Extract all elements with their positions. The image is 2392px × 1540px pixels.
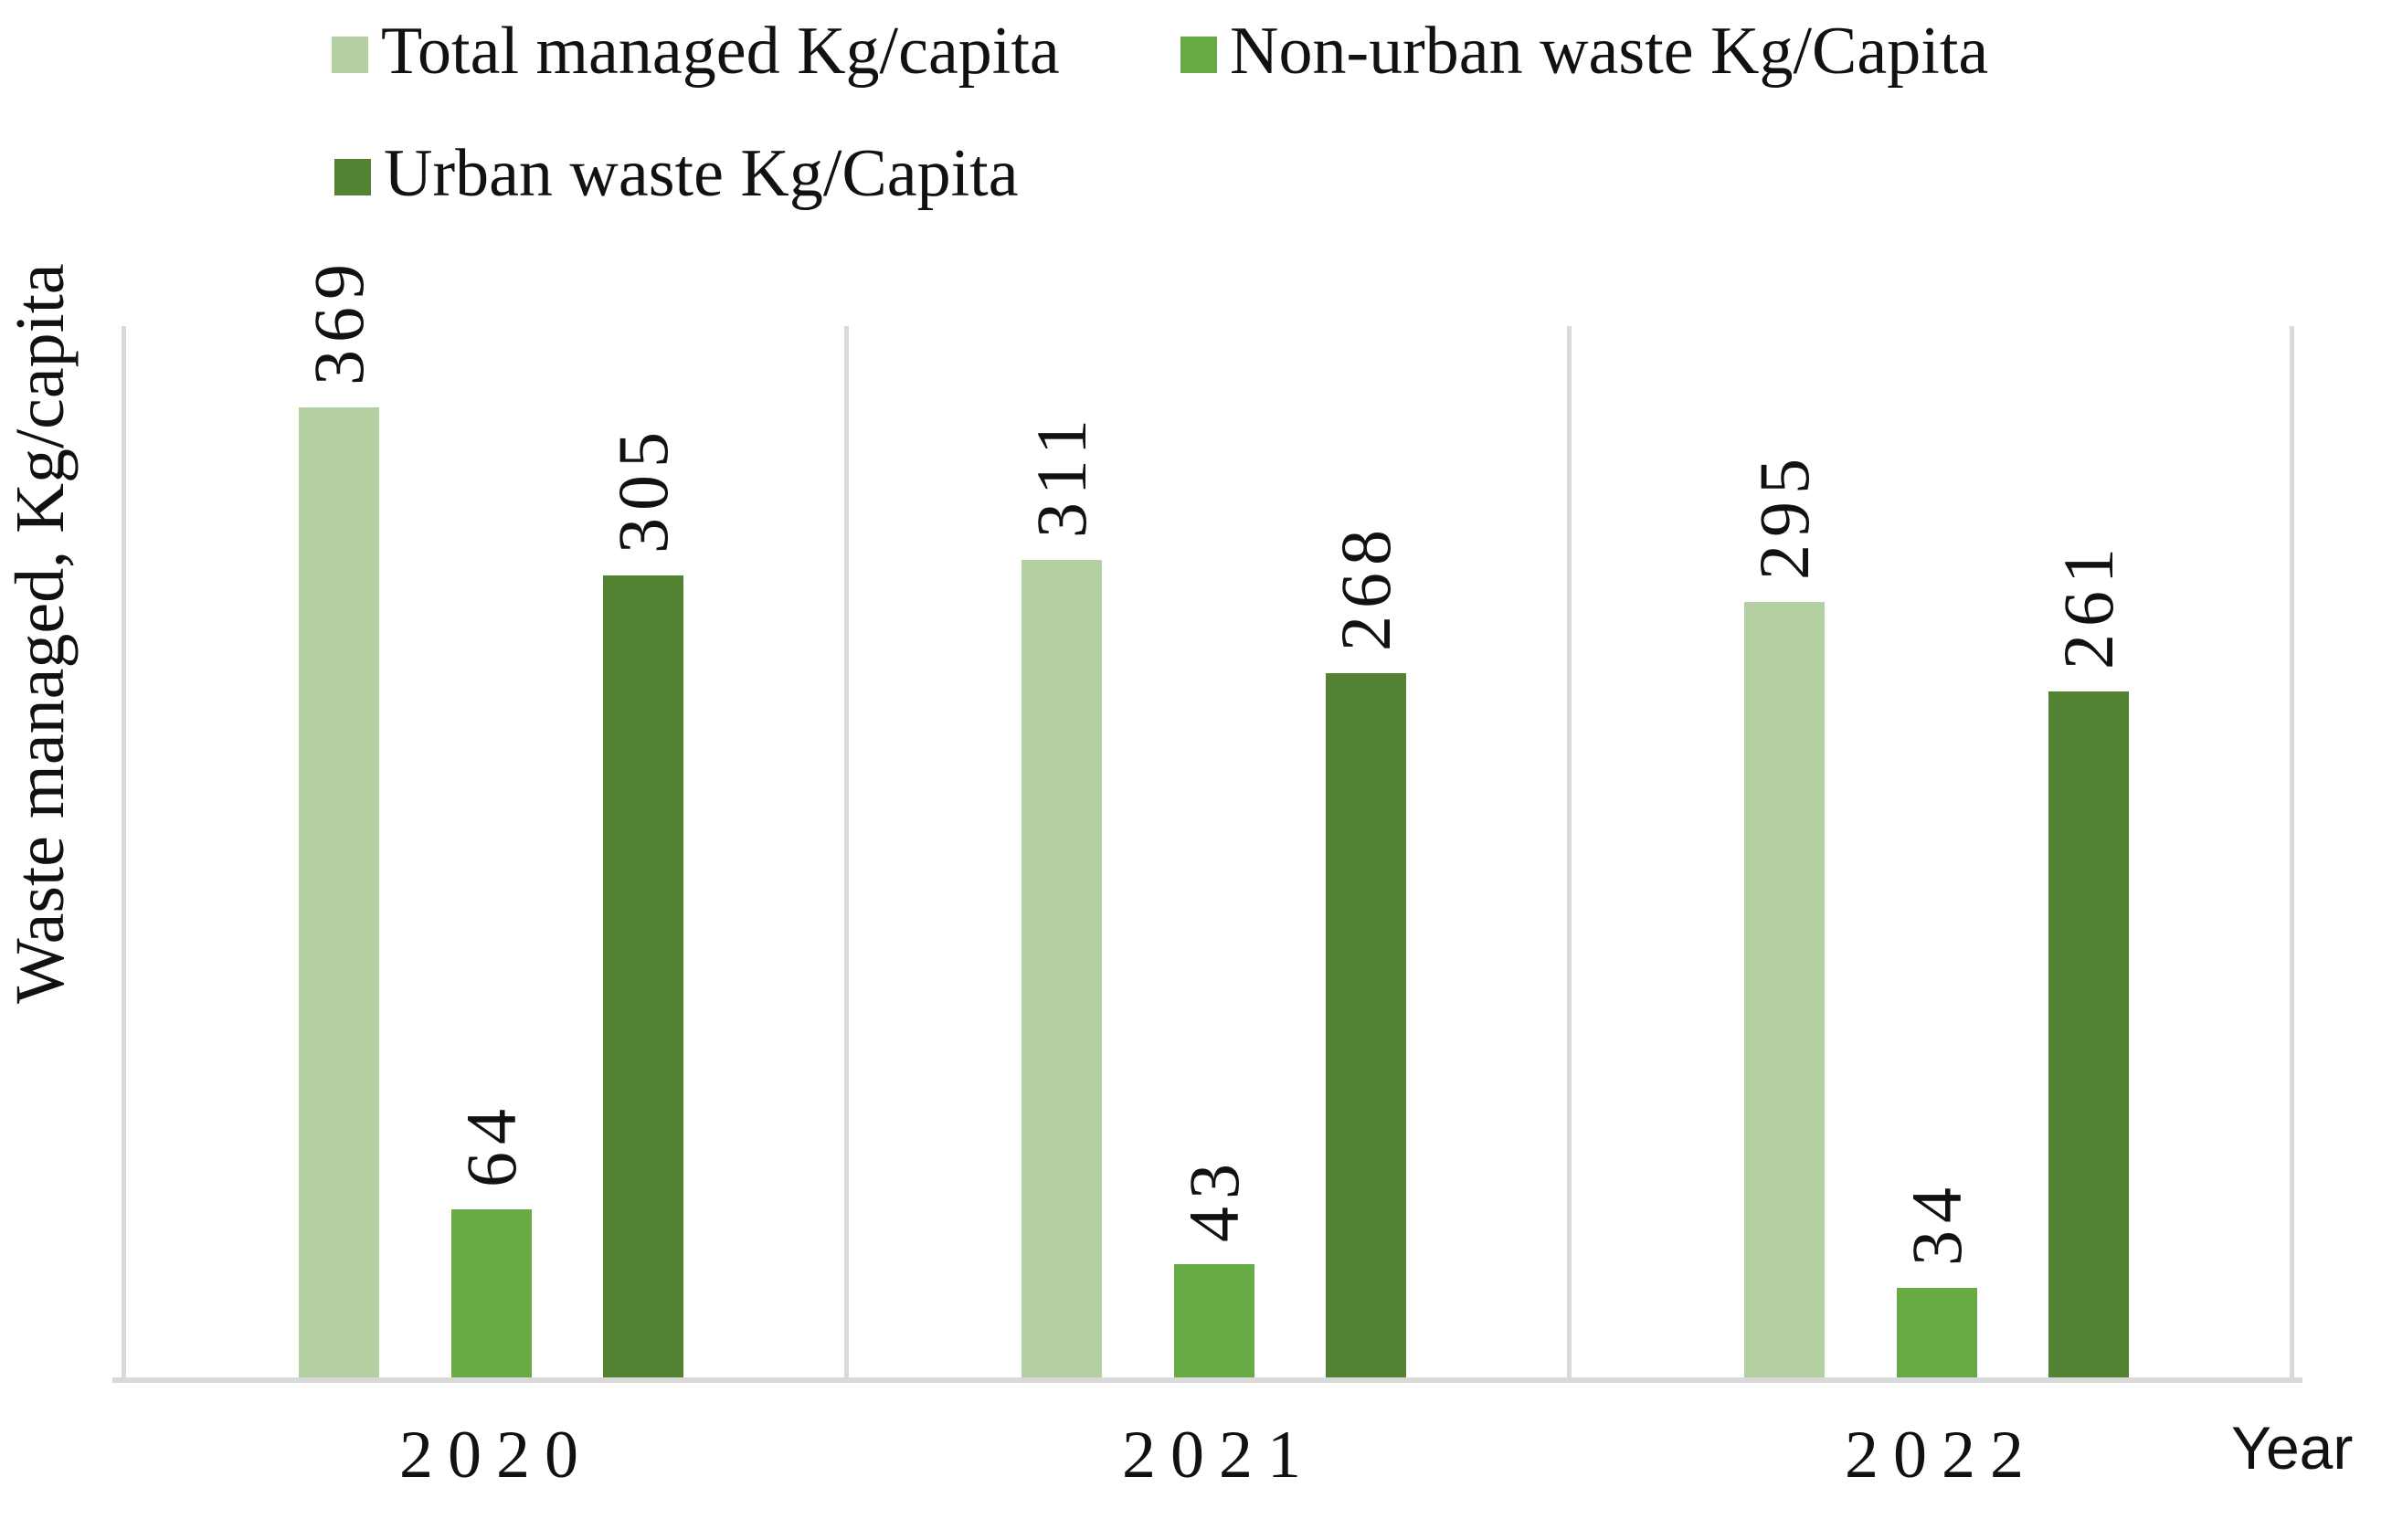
bar-non-urban-2021: [1174, 1264, 1254, 1377]
bar-value-label-total-2020: 369: [299, 257, 378, 385]
bar-value-label-urban-2021: 268: [1326, 522, 1405, 651]
bar-urban-2022: [2048, 691, 2129, 1377]
bar-urban-2021: [1326, 673, 1406, 1377]
legend-swatch-urban-waste-icon: [334, 158, 371, 195]
category-separator-line: [1566, 326, 1572, 1377]
bar-value-label-urban-2022: 261: [2048, 541, 2128, 670]
bar-value-label-total-2021: 311: [1021, 411, 1101, 538]
legend-swatch-non-urban-waste-icon: [1180, 36, 1217, 73]
bar-value-label-total-2022: 295: [1744, 451, 1824, 580]
bar-total-2021: [1021, 560, 1102, 1377]
x-axis-tick-label-2020: 2020: [399, 1418, 593, 1493]
bar-non-urban-2020: [451, 1209, 532, 1377]
legend-swatch-total-managed-icon: [332, 36, 368, 73]
x-axis-line: [112, 1377, 2302, 1383]
bar-non-urban-2022: [1897, 1288, 1977, 1377]
legend-label-total-managed: Total managed Kg/capita: [381, 14, 1060, 89]
plot-area: 369 64 305 2020 311 43 268 2021 295 34 261 2022: [112, 257, 2302, 1489]
y-axis-line: [121, 326, 126, 1377]
bar-value-label-non-urban-2022: 34: [1897, 1180, 1976, 1266]
category-separator-line: [843, 326, 849, 1377]
bar-value-label-urban-2020: 305: [603, 425, 683, 554]
legend-item-total-managed: Total managed Kg/capita: [332, 13, 1060, 90]
bar-value-label-non-urban-2020: 64: [451, 1102, 531, 1187]
legend-label-non-urban-waste: Non-urban waste Kg/Capita: [1230, 14, 1989, 89]
plot-right-border-line: [2289, 326, 2294, 1377]
legend-item-urban-waste: Urban waste Kg/Capita: [334, 135, 1019, 213]
y-axis-title: Waste managed, Kg/capita: [2, 263, 79, 1005]
x-axis-tick-label-2021: 2021: [1122, 1418, 1316, 1493]
bar-total-2020: [299, 407, 379, 1377]
bar-total-2022: [1744, 602, 1825, 1377]
bar-value-label-non-urban-2021: 43: [1174, 1156, 1254, 1242]
x-axis-tick-label-2022: 2022: [1845, 1418, 2038, 1493]
legend-item-non-urban-waste: Non-urban waste Kg/Capita: [1180, 13, 1988, 90]
x-axis-title: Year: [2231, 1414, 2354, 1482]
legend-label-urban-waste: Urban waste Kg/Capita: [384, 136, 1019, 211]
bar-urban-2020: [603, 575, 683, 1377]
